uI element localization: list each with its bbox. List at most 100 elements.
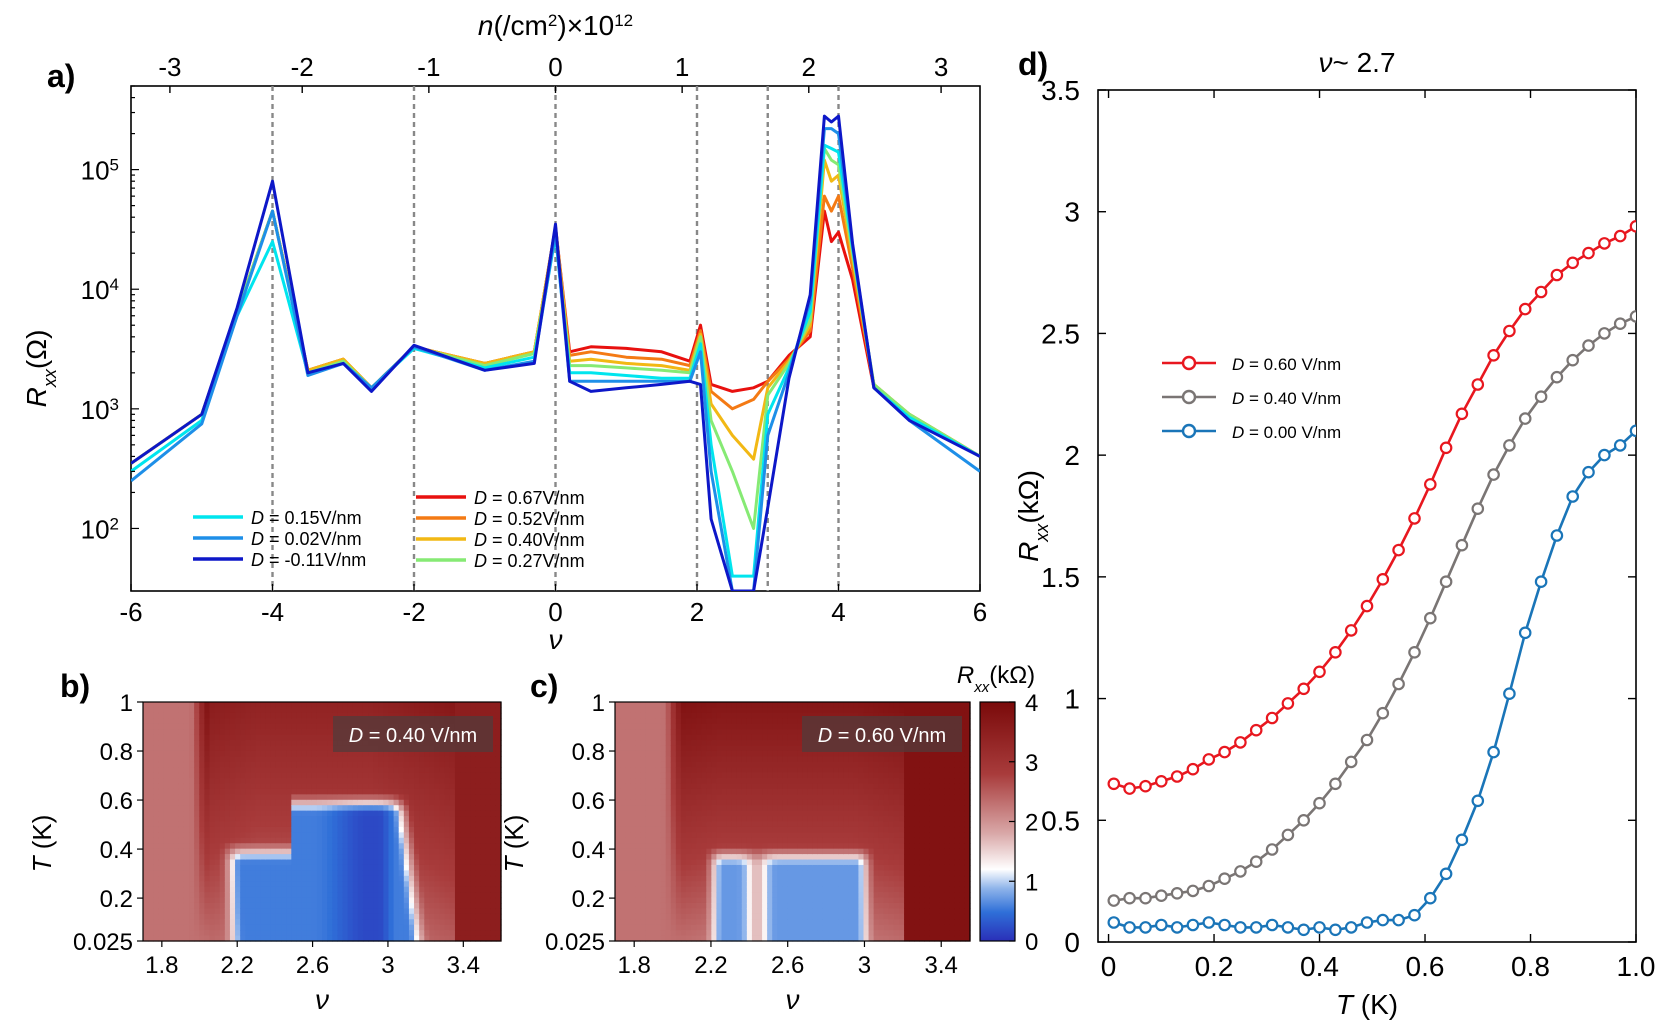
heatmap-cell bbox=[736, 816, 743, 823]
heatmap-cell bbox=[373, 707, 379, 714]
heatmap-cell bbox=[731, 729, 738, 736]
heatmap-cell bbox=[245, 935, 251, 942]
heatmap-cell bbox=[260, 832, 267, 839]
heatmap-cell bbox=[168, 783, 175, 790]
heatmap-cell bbox=[270, 729, 277, 736]
heatmap-cell bbox=[260, 761, 267, 768]
heatmap-cell bbox=[357, 881, 364, 888]
heatmap-cell bbox=[301, 913, 308, 920]
heatmap-cell bbox=[757, 821, 763, 828]
heatmap-cell bbox=[178, 848, 185, 855]
heatmap-cell bbox=[485, 794, 492, 801]
heatmap-cell bbox=[332, 902, 338, 910]
heatmap-cell bbox=[660, 740, 667, 747]
heatmap-cell bbox=[434, 848, 441, 855]
heatmap-cell bbox=[398, 848, 405, 855]
heatmap-cell bbox=[286, 712, 292, 719]
heatmap-cell bbox=[650, 712, 657, 719]
heatmap-cell bbox=[706, 783, 712, 790]
heatmap-cell bbox=[229, 740, 236, 747]
heatmap-cell bbox=[485, 875, 492, 882]
heatmap-cell bbox=[767, 750, 773, 757]
heatmap-cell bbox=[342, 756, 349, 763]
heatmap-cell bbox=[301, 854, 308, 861]
heatmap-cell bbox=[347, 783, 354, 790]
heatmap-cell bbox=[347, 832, 354, 839]
heatmap-cell bbox=[797, 848, 804, 855]
heatmap-cell bbox=[655, 772, 662, 779]
heatmap-cell bbox=[347, 767, 354, 774]
heatmap-cell bbox=[782, 897, 789, 904]
heatmap-cell bbox=[665, 821, 672, 828]
heatmap-cell bbox=[691, 930, 697, 937]
heatmap-cell bbox=[306, 826, 313, 833]
heatmap-cell bbox=[665, 897, 672, 904]
heatmap-cell bbox=[625, 750, 631, 757]
heatmap-cell bbox=[650, 723, 657, 730]
heatmap-cell bbox=[716, 718, 723, 725]
heatmap-cell bbox=[408, 805, 415, 812]
heatmap-cell bbox=[219, 897, 226, 904]
heatmap-cell bbox=[250, 799, 257, 806]
heatmap-cell bbox=[787, 761, 794, 768]
heatmap-cell bbox=[373, 897, 379, 904]
heatmap-cell bbox=[706, 756, 712, 763]
heatmap-cell bbox=[235, 805, 241, 812]
heatmap-cell bbox=[434, 816, 441, 823]
heatmap-cell bbox=[660, 707, 667, 714]
heatmap-cell bbox=[194, 718, 200, 725]
heatmap-cell bbox=[224, 843, 231, 850]
heatmap-cell bbox=[691, 902, 697, 910]
heatmap-cell bbox=[383, 761, 390, 768]
heatmap-cell bbox=[620, 788, 626, 795]
heatmap-cell bbox=[782, 859, 789, 866]
heatmap-cell bbox=[347, 892, 354, 899]
heatmap-cell bbox=[388, 837, 395, 844]
heatmap-cell bbox=[265, 712, 272, 719]
heatmap-cell bbox=[281, 837, 287, 844]
heatmap-cell bbox=[615, 702, 621, 709]
heatmap-cell bbox=[265, 729, 272, 736]
heatmap-cell bbox=[711, 788, 718, 795]
heatmap-cell bbox=[772, 864, 778, 871]
heatmap-cell bbox=[792, 756, 799, 763]
heatmap-cell bbox=[153, 745, 159, 752]
heatmap-cell bbox=[281, 794, 287, 801]
heatmap-cell bbox=[460, 902, 466, 910]
heatmap-cell bbox=[245, 702, 251, 709]
heatmap-cell bbox=[741, 886, 748, 893]
heatmap-cell bbox=[229, 875, 236, 882]
y-tick-base-2: 10 bbox=[81, 275, 110, 305]
heatmap-cell bbox=[746, 788, 753, 795]
heatmap-cell bbox=[762, 854, 768, 861]
heatmap-cell bbox=[762, 783, 768, 790]
heatmap-cell bbox=[362, 859, 369, 866]
heatmap-cell bbox=[439, 886, 446, 893]
heatmap-cell bbox=[665, 734, 672, 741]
heatmap-cell bbox=[787, 848, 794, 855]
heatmap-cell bbox=[615, 821, 621, 828]
heatmap-cell bbox=[757, 870, 763, 877]
heatmap-cell bbox=[757, 924, 763, 931]
heatmap-cell bbox=[757, 740, 763, 747]
heatmap-cell bbox=[173, 750, 180, 757]
heatmap-cell bbox=[255, 712, 262, 719]
heatmap-cell bbox=[235, 930, 241, 937]
heatmap-cell bbox=[444, 924, 451, 931]
heatmap-cell bbox=[306, 930, 313, 937]
heatmap-cell bbox=[490, 935, 497, 942]
heatmap-cell bbox=[235, 794, 241, 801]
heatmap-cell bbox=[726, 799, 733, 806]
heatmap-cell bbox=[751, 864, 758, 871]
heatmap-cell bbox=[229, 712, 236, 719]
heatmap-cell bbox=[650, 875, 657, 882]
heatmap-cell bbox=[495, 930, 502, 937]
heatmap-cell bbox=[214, 924, 221, 931]
heatmap-cell bbox=[143, 930, 149, 937]
heatmap-cell bbox=[480, 848, 487, 855]
heatmap-cell bbox=[158, 854, 165, 861]
heatmap-cell bbox=[460, 875, 466, 882]
heatmap-cell bbox=[275, 810, 282, 817]
heatmap-cell bbox=[444, 707, 451, 714]
heatmap-cell bbox=[665, 859, 672, 866]
